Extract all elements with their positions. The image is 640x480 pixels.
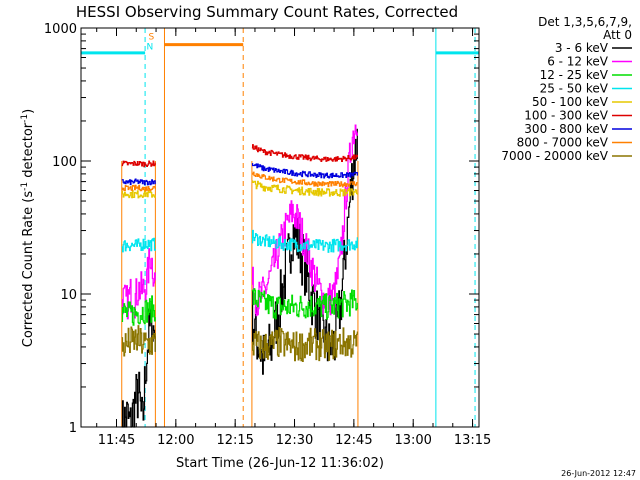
y-tick-label-1: 10 xyxy=(60,288,77,303)
x-axis-label: Start Time (26-Jun-12 11:36:02) xyxy=(176,456,384,471)
series-6-12-kev-segment-1 xyxy=(251,124,358,317)
series-50-100-kev-segment-0 xyxy=(121,189,156,199)
legend-label-7: 800 - 7000 keV xyxy=(517,136,609,150)
x-tick-label-4: 12:45 xyxy=(335,433,372,448)
series-100-300-kev-segment-1 xyxy=(251,144,358,162)
series-layer xyxy=(121,124,358,428)
legend-header-line2: Att 0 xyxy=(603,28,632,42)
x-tick-label-6: 13:15 xyxy=(454,433,491,448)
y-axis-label-main: Corrected Count Rate (s xyxy=(21,191,36,348)
y-axis-label-end: ) xyxy=(21,109,36,114)
legend-label-8: 7000 - 20000 keV xyxy=(501,149,608,163)
flag-letter-s: S xyxy=(149,32,155,42)
series-12-25-kev-segment-1 xyxy=(251,288,358,320)
axis-ticks: 11:45 12:00 12:15 12:30 12:45 13:00 13:15 1 10 10… xyxy=(44,22,491,448)
series-25-50-kev-segment-1 xyxy=(251,229,358,253)
series-100-300-kev-segment-0 xyxy=(121,160,156,168)
vlines-layer xyxy=(80,28,476,427)
y-axis-label-sup1: -1 xyxy=(20,182,30,191)
x-tick-label-3: 12:30 xyxy=(276,433,313,448)
series-6-12-kev-segment-0 xyxy=(121,248,156,320)
x-tick-label-0: 11:45 xyxy=(98,433,135,448)
series-7000-20000-kev-segment-0 xyxy=(121,325,156,357)
series-3-6-kev-segment-1 xyxy=(251,128,358,375)
series-50-100-kev-segment-1 xyxy=(251,180,358,197)
x-tick-label-2: 12:15 xyxy=(216,433,253,448)
y-axis-label: Corrected Count Rate (s-1 detector-1) xyxy=(20,109,36,347)
legend-label-0: 3 - 6 keV xyxy=(555,41,609,55)
legend-label-4: 50 - 100 keV xyxy=(532,95,609,109)
series-300-800-kev-segment-1 xyxy=(251,163,358,179)
legend-label-1: 6 - 12 keV xyxy=(547,55,609,69)
flags-layer xyxy=(81,43,479,55)
y-tick-label-2: 100 xyxy=(52,155,77,170)
footer-timestamp: 26-Jun-2012 12:47 xyxy=(561,469,636,478)
x-tick-label-1: 12:00 xyxy=(157,433,194,448)
series-800-7000-kev-segment-1 xyxy=(251,171,358,188)
series-7000-20000-kev-segment-1 xyxy=(251,326,358,362)
legend-label-6: 300 - 800 keV xyxy=(524,122,608,136)
y-tick-label-3: 1000 xyxy=(44,22,77,37)
series-800-7000-kev-segment-0 xyxy=(121,184,156,192)
series-300-800-kev-segment-0 xyxy=(121,178,156,186)
series-3-6-kev-segment-0 xyxy=(121,302,156,428)
y-axis-label-sup2: -1 xyxy=(20,114,30,123)
flag-letter-n: N xyxy=(146,42,153,52)
legend-header-line1: Det 1,3,5,6,7,9, xyxy=(538,15,632,29)
flag-letters-layer: SN xyxy=(146,32,154,52)
legend-label-5: 100 - 300 keV xyxy=(524,109,608,123)
x-tick-label-5: 13:00 xyxy=(394,433,431,448)
series-12-25-kev-segment-0 xyxy=(121,295,156,326)
chart-title: HESSI Observing Summary Count Rates, Cor… xyxy=(76,3,458,21)
plot-frame xyxy=(80,27,480,428)
legend-label-2: 12 - 25 keV xyxy=(540,68,609,82)
series-25-50-kev-segment-0 xyxy=(121,237,156,253)
y-tick-label-0: 1 xyxy=(69,421,77,436)
legend-label-3: 25 - 50 keV xyxy=(540,82,609,96)
y-axis-label-mid: detector xyxy=(21,122,36,182)
